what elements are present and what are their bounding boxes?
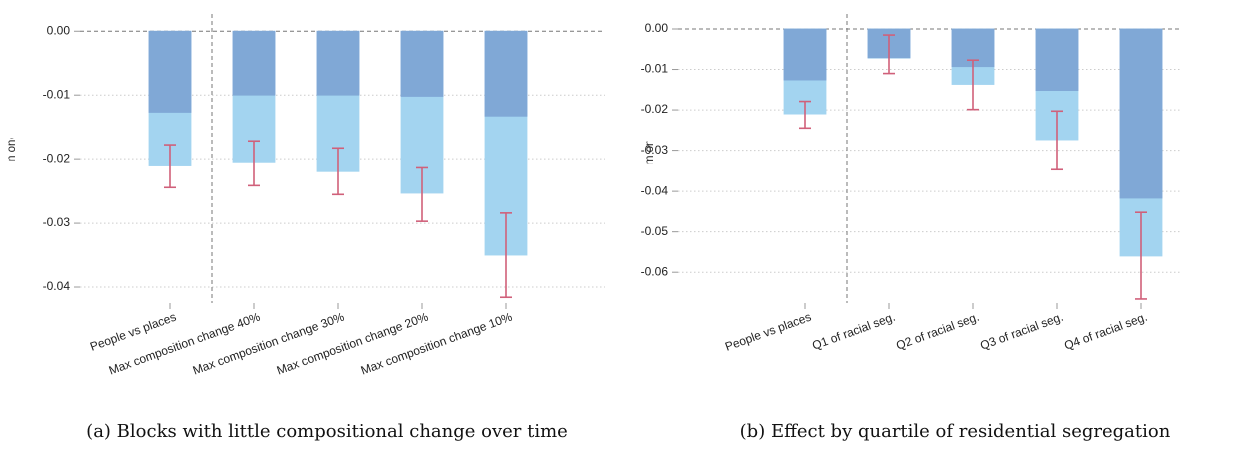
y-tick-label: -0.02 [641, 102, 669, 116]
bar [148, 30, 192, 113]
y-tick-label: -0.05 [641, 224, 669, 238]
error-bar [500, 212, 512, 299]
y-tick-label: -0.06 [641, 264, 669, 278]
error-bar [967, 59, 979, 111]
y-axis-label: Black-NHW price gap from one unit PM2.5 … [644, 5, 656, 292]
y-tick-label: -0.03 [43, 215, 71, 229]
x-tick-label: Max composition change 30% [191, 310, 347, 378]
x-tick-label: Q1 of racial seg. [810, 310, 897, 353]
y-tick-label: 0.00 [47, 23, 71, 37]
bar [783, 28, 827, 81]
y-tick-label: -0.03 [641, 143, 669, 157]
error-bar [416, 166, 428, 222]
error-bar [332, 147, 344, 196]
bar [1119, 28, 1163, 199]
x-tick-label: Max composition change 10% [359, 310, 515, 378]
bar [484, 30, 528, 117]
x-tick-label: Q2 of racial seg. [894, 310, 981, 353]
x-tick-label: Max composition change 20% [275, 310, 431, 378]
bar [400, 30, 444, 97]
y-tick-label: -0.02 [43, 151, 71, 165]
error-bar [248, 140, 260, 187]
bar [1035, 28, 1079, 92]
x-tick-label: Max composition change 40% [107, 310, 263, 378]
y-tick-label: -0.04 [641, 183, 669, 197]
x-tick-label: Q3 of racial seg. [978, 310, 1065, 353]
error-bar [164, 144, 176, 189]
error-bar [1051, 110, 1063, 171]
y-tick-label: 0.00 [645, 21, 669, 35]
bar [316, 30, 360, 96]
error-bar [799, 100, 811, 130]
caption: (a) Blocks with little compositional cha… [86, 421, 568, 442]
y-axis-label: Black-NHW price gap from one unit PM2.5 … [6, 5, 18, 292]
x-tick-label: People vs places [723, 310, 813, 354]
x-tick-label: Q4 of racial seg. [1062, 310, 1149, 353]
y-tick-label: -0.01 [641, 62, 669, 76]
caption: (b) Effect by quartile of residential se… [740, 421, 1171, 442]
error-bar [883, 34, 895, 75]
y-tick-label: -0.04 [43, 279, 71, 293]
error-bar [1135, 211, 1147, 300]
y-tick-label: -0.01 [43, 87, 71, 101]
bar [232, 30, 276, 96]
